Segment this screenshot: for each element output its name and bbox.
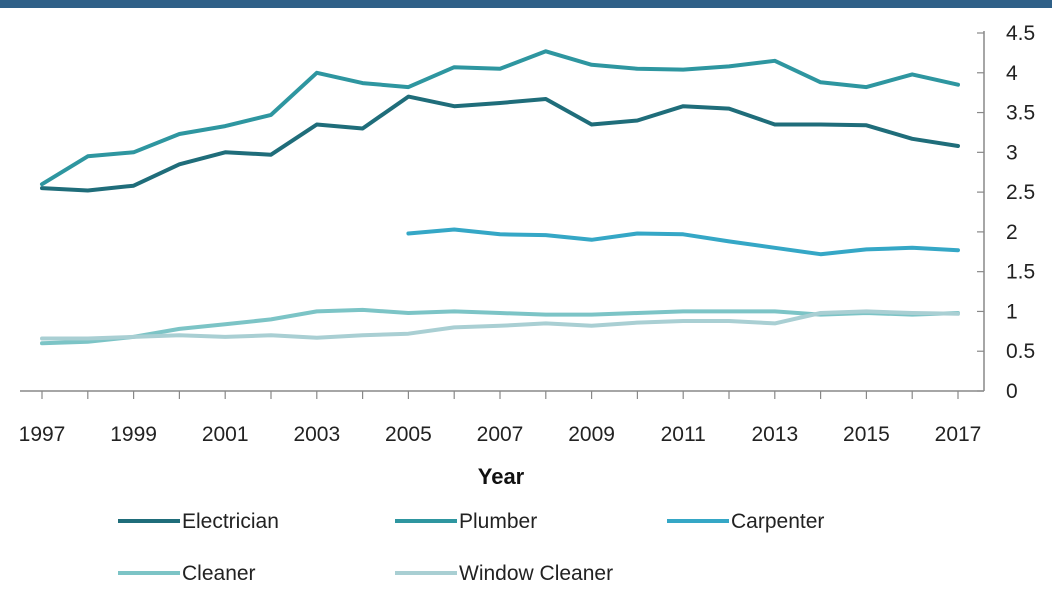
- legend-label: Electrician: [182, 510, 279, 533]
- legend-label: Window Cleaner: [459, 562, 613, 585]
- x-tick-label: 1999: [110, 423, 157, 446]
- series-lines: [40, 49, 960, 346]
- series-line-electrician: [40, 94, 960, 193]
- y-tick-label: 2: [1006, 221, 1018, 244]
- x-tick-label: 2007: [477, 423, 524, 446]
- legend-item: Window Cleaner: [395, 562, 613, 585]
- y-tick-label: 0.5: [1006, 340, 1035, 363]
- legend-item: Carpenter: [667, 510, 824, 533]
- x-tick-label: 2017: [935, 423, 982, 446]
- x-tick-label: 2005: [385, 423, 432, 446]
- top-banner-bar: [0, 0, 1052, 8]
- legend-item: Plumber: [395, 510, 537, 533]
- legend-label: Cleaner: [182, 562, 256, 585]
- y-tick-label: 2.5: [1006, 181, 1035, 204]
- legend-label: Carpenter: [731, 510, 824, 533]
- x-tick-label: 2011: [661, 423, 706, 446]
- y-tick-label: 4.5: [1006, 22, 1035, 45]
- x-tick-label: 2009: [568, 423, 615, 446]
- series-line-carpenter: [406, 227, 960, 257]
- y-tick-label: 3: [1006, 141, 1018, 164]
- chart-axes: 1997 1999 2001 2003 2005 2007 2009 2011 2013 2015…: [19, 22, 1036, 446]
- x-tick-label: 2001: [202, 423, 249, 446]
- y-tick-label: 0: [1006, 380, 1018, 403]
- x-tick-label: 2003: [293, 423, 340, 446]
- x-tick-label: 2013: [751, 423, 798, 446]
- x-tick-label: 1997: [19, 423, 66, 446]
- series-line-cleaner: [40, 307, 960, 346]
- legend-item: Cleaner: [118, 562, 256, 585]
- legend-label: Plumber: [459, 510, 537, 533]
- legend: Electrician Plumber Carpenter Cleaner Window…: [118, 510, 824, 585]
- legend-item: Electrician: [118, 510, 279, 533]
- series-line-window-cleaner: [40, 309, 960, 341]
- y-tick-label: 1: [1006, 300, 1018, 323]
- x-tick-label: 2015: [843, 423, 890, 446]
- y-tick-label: 3.5: [1006, 102, 1035, 125]
- series-line-plumber: [40, 49, 960, 187]
- y-tick-label: 4: [1006, 62, 1018, 85]
- x-axis-title: Year: [478, 464, 525, 489]
- y-tick-label: 1.5: [1006, 261, 1035, 284]
